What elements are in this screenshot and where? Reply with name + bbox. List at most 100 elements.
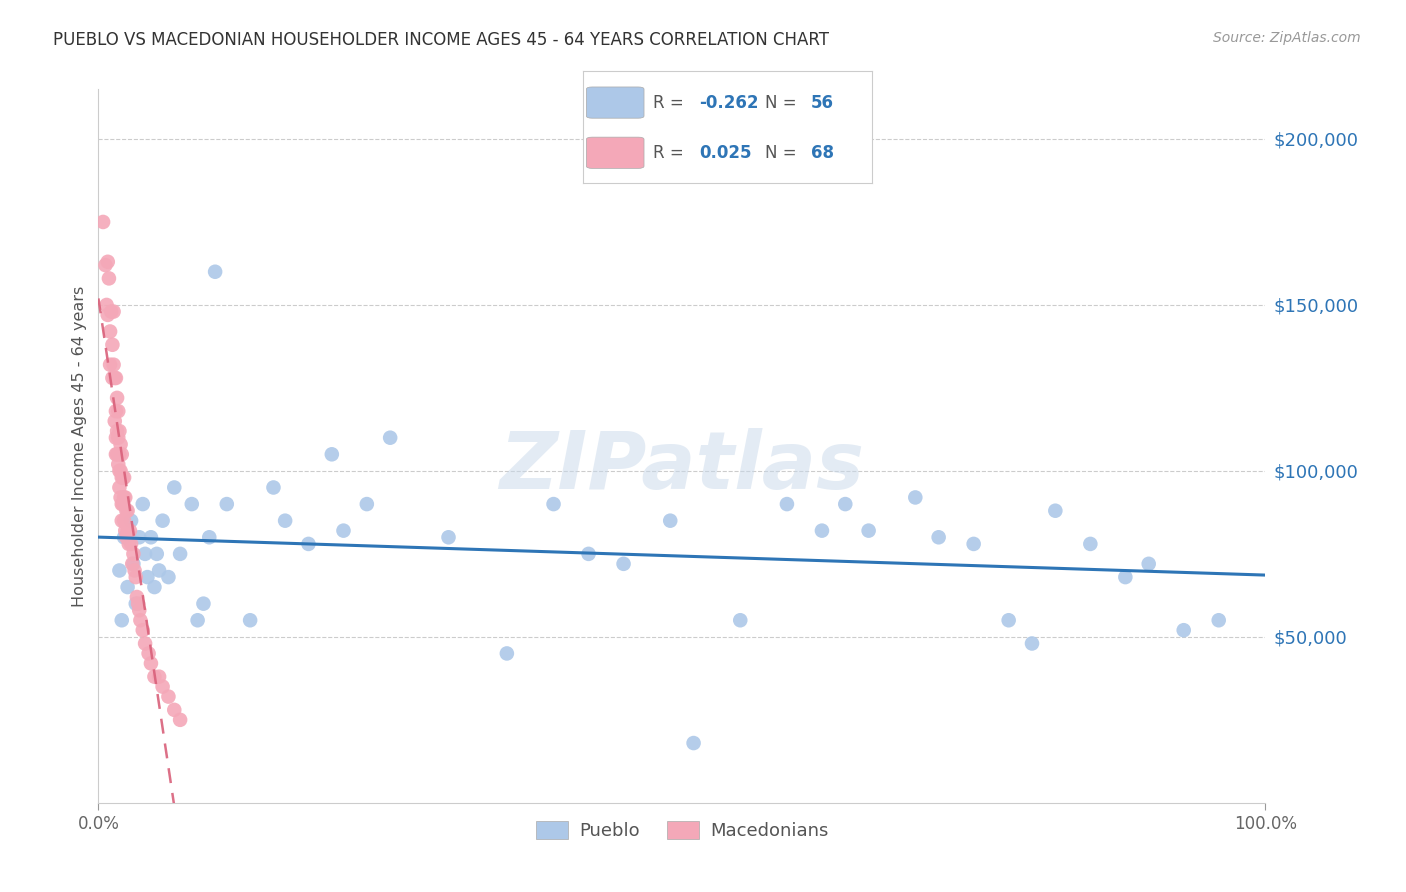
Point [1045,504,1067,518]
Point [1137,557,1160,571]
Point [321,447,343,461]
Point [127,597,149,611]
Point [193,597,215,611]
Point [121,557,143,571]
Point [1080,537,1102,551]
Point [103,358,125,372]
Point [858,524,880,538]
Point [274,514,297,528]
Point [125,590,148,604]
Point [111,497,134,511]
Point [111,497,134,511]
Point [169,547,191,561]
Point [120,537,142,551]
Point [104,371,127,385]
Point [112,491,135,505]
Point [157,570,180,584]
Point [163,703,186,717]
Point [97,308,120,322]
Point [962,537,984,551]
Point [204,265,226,279]
Point [117,504,139,518]
Point [239,613,262,627]
Point [108,424,131,438]
Point [108,464,131,478]
Point [125,597,148,611]
Point [112,514,135,528]
Point [114,491,136,505]
Point [98,325,121,339]
Point [125,570,148,584]
Point [98,358,121,372]
Point [118,524,141,538]
Text: R =: R = [652,94,689,112]
Point [659,514,682,528]
Point [169,713,191,727]
Point [122,547,145,561]
Point [139,530,162,544]
Point [104,431,127,445]
Point [124,564,146,578]
Point [105,424,128,438]
Point [496,647,519,661]
Point [110,491,132,505]
Point [928,530,950,544]
FancyBboxPatch shape [586,137,644,169]
Point [117,580,139,594]
Point [105,447,128,461]
Point [118,537,141,551]
Point [134,636,156,650]
Point [128,530,150,544]
Point [104,371,127,385]
Point [157,690,180,704]
Point [776,497,799,511]
Point [103,304,125,318]
Point [108,447,131,461]
Point [110,437,132,451]
Point [262,481,284,495]
Point [332,524,354,538]
Text: -0.262: -0.262 [699,94,758,112]
Point [96,298,118,312]
Point [111,470,134,484]
Point [198,530,221,544]
Point [1173,624,1195,638]
Point [111,613,134,627]
Point [111,447,134,461]
FancyBboxPatch shape [586,87,644,119]
Point [122,557,145,571]
Text: N =: N = [765,144,801,161]
Point [997,613,1019,627]
Point [297,537,319,551]
Point [682,736,704,750]
Point [146,547,169,561]
Y-axis label: Householder Income Ages 45 - 64 years: Householder Income Ages 45 - 64 years [72,285,87,607]
Point [543,497,565,511]
Point [834,497,856,511]
Point [111,514,134,528]
Point [120,514,142,528]
Point [115,504,138,518]
Point [152,514,174,528]
Point [148,670,170,684]
Point [730,613,752,627]
Point [94,258,117,272]
Point [107,404,129,418]
Point [110,464,132,478]
Text: 56: 56 [811,94,834,112]
Point [112,470,135,484]
Legend: Pueblo, Macedonians: Pueblo, Macedonians [529,814,835,847]
Point [1208,613,1230,627]
Text: 68: 68 [811,144,834,161]
Point [811,524,834,538]
Point [578,547,600,561]
Point [148,564,170,578]
Point [129,613,152,627]
Point [132,497,155,511]
Point [143,580,166,594]
Point [132,624,155,638]
Point [139,657,162,671]
Point [180,497,202,511]
Point [1021,636,1043,650]
Text: R =: R = [652,144,689,161]
